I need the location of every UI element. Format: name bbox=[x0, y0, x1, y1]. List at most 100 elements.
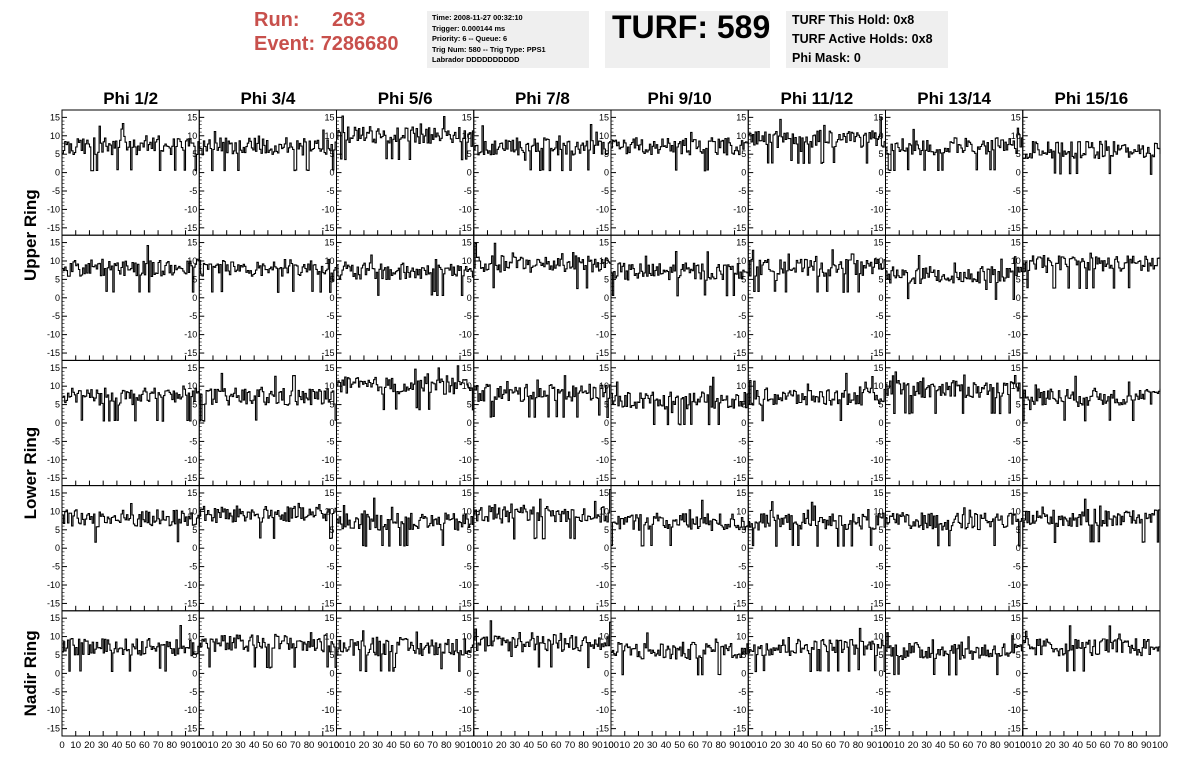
x-tick-label: 30 bbox=[1059, 740, 1070, 751]
event-value: 7286680 bbox=[320, 33, 399, 55]
y-tick-label: -10 bbox=[47, 204, 60, 214]
y-tick-label: -5 bbox=[189, 186, 197, 196]
y-tick-label: 0 bbox=[1016, 168, 1021, 178]
y-tick-label: -10 bbox=[1008, 204, 1021, 214]
panel-frame bbox=[747, 234, 886, 361]
y-tick-label: 15 bbox=[324, 363, 334, 373]
y-tick-label: 10 bbox=[873, 131, 883, 141]
y-tick-label: -10 bbox=[184, 705, 197, 715]
x-tick-label: 10 bbox=[70, 740, 81, 751]
x-tick-label: 20 bbox=[496, 740, 507, 751]
waveform-trace bbox=[748, 249, 887, 293]
y-tick-label: -10 bbox=[1008, 705, 1021, 715]
panel-frame bbox=[1022, 610, 1161, 737]
x-tick-label: 60 bbox=[688, 740, 699, 751]
y-tick-label: 15 bbox=[736, 363, 746, 373]
column-header: Phi 13/14 bbox=[917, 89, 991, 108]
y-tick-label: 0 bbox=[741, 543, 746, 553]
waveform-trace bbox=[1022, 498, 1161, 543]
y-tick-label: -10 bbox=[321, 330, 334, 340]
y-tick-label: 15 bbox=[736, 112, 746, 122]
column-header: Phi 7/8 bbox=[515, 89, 570, 108]
x-tick-label: 90 bbox=[729, 740, 740, 751]
y-tick-label: 5 bbox=[878, 274, 883, 284]
panel-frame bbox=[473, 359, 612, 487]
y-tick-label: -15 bbox=[47, 724, 60, 734]
y-tick-label: -15 bbox=[596, 348, 609, 358]
y-tick-label: 5 bbox=[741, 149, 746, 159]
y-tick-label: -10 bbox=[733, 455, 746, 465]
y-tick-label: 0 bbox=[55, 168, 60, 178]
y-tick-label: 0 bbox=[329, 168, 334, 178]
x-tick-label: 30 bbox=[647, 740, 658, 751]
x-tick-label: 30 bbox=[510, 740, 521, 751]
y-tick-label: 15 bbox=[736, 238, 746, 248]
waveform-trace bbox=[748, 372, 887, 422]
waveform-trace bbox=[473, 375, 612, 418]
y-tick-label: -10 bbox=[459, 204, 472, 214]
y-tick-label: -10 bbox=[870, 204, 883, 214]
x-tick-label: 100 bbox=[191, 740, 207, 751]
trigger-info-box: Time: 2008-11-27 00:32:10 Trigger: 0.000… bbox=[427, 11, 589, 68]
y-tick-label: -10 bbox=[870, 330, 883, 340]
y-tick-label: 10 bbox=[1011, 381, 1021, 391]
y-tick-label: 5 bbox=[329, 149, 334, 159]
y-tick-label: 15 bbox=[599, 613, 609, 623]
row-label: Lower Ring bbox=[21, 427, 40, 520]
y-tick-label: -5 bbox=[738, 562, 746, 572]
y-tick-label: 0 bbox=[1016, 543, 1021, 553]
y-tick-label: -10 bbox=[733, 580, 746, 590]
y-tick-label: -5 bbox=[326, 687, 334, 697]
y-tick-label: 10 bbox=[50, 131, 60, 141]
y-tick-label: -5 bbox=[601, 687, 609, 697]
y-tick-label: 15 bbox=[187, 112, 197, 122]
x-tick-label: 70 bbox=[976, 740, 987, 751]
x-tick-label: 100 bbox=[877, 740, 893, 751]
y-tick-label: 5 bbox=[604, 525, 609, 535]
y-tick-label: 10 bbox=[599, 131, 609, 141]
y-tick-label: -5 bbox=[1013, 436, 1021, 446]
y-tick-label: 15 bbox=[1011, 488, 1021, 498]
y-tick-label: 5 bbox=[1016, 149, 1021, 159]
y-tick-label: 0 bbox=[604, 168, 609, 178]
y-tick-label: -10 bbox=[184, 580, 197, 590]
y-tick-label: 10 bbox=[873, 256, 883, 266]
column-header: Phi 11/12 bbox=[780, 89, 853, 108]
x-tick-label: 40 bbox=[249, 740, 260, 751]
waveform-trace bbox=[199, 258, 338, 293]
panel-frame bbox=[610, 359, 749, 487]
x-tick-label: 100 bbox=[1015, 740, 1031, 751]
y-tick-label: 0 bbox=[329, 418, 334, 428]
y-tick-label: -15 bbox=[1008, 223, 1021, 233]
x-tick-label: 30 bbox=[921, 740, 932, 751]
y-tick-label: 5 bbox=[741, 525, 746, 535]
y-tick-label: 15 bbox=[462, 613, 472, 623]
waveform-trace bbox=[748, 501, 887, 547]
x-tick-label: 20 bbox=[221, 740, 232, 751]
panel-frame bbox=[198, 109, 337, 236]
info-priority: Priority: 6 -- Queue: 6 bbox=[432, 34, 508, 43]
y-tick-label: 0 bbox=[192, 668, 197, 678]
x-tick-label: 90 bbox=[317, 740, 328, 751]
panel-frame bbox=[610, 610, 749, 737]
column-header: Phi 9/10 bbox=[647, 89, 711, 108]
y-tick-label: -10 bbox=[47, 330, 60, 340]
y-tick-label: 15 bbox=[50, 613, 60, 623]
y-tick-label: -5 bbox=[464, 687, 472, 697]
y-tick-label: 10 bbox=[187, 131, 197, 141]
x-tick-label: 100 bbox=[740, 740, 756, 751]
y-tick-label: -5 bbox=[464, 311, 472, 321]
info-trignum: Trig Num: 580 -- Trig Type: PPS1 bbox=[432, 44, 546, 54]
y-tick-label: -5 bbox=[875, 562, 883, 572]
y-tick-label: -5 bbox=[1013, 186, 1021, 196]
x-tick-label: 0 bbox=[197, 740, 202, 751]
x-tick-label: 70 bbox=[564, 740, 575, 751]
y-tick-label: 10 bbox=[50, 506, 60, 516]
y-tick-label: -5 bbox=[601, 186, 609, 196]
waveform-trace bbox=[885, 371, 1024, 415]
y-tick-label: 10 bbox=[324, 632, 334, 642]
x-tick-label: 80 bbox=[715, 740, 726, 751]
y-tick-label: 15 bbox=[599, 112, 609, 122]
x-tick-label: 40 bbox=[935, 740, 946, 751]
